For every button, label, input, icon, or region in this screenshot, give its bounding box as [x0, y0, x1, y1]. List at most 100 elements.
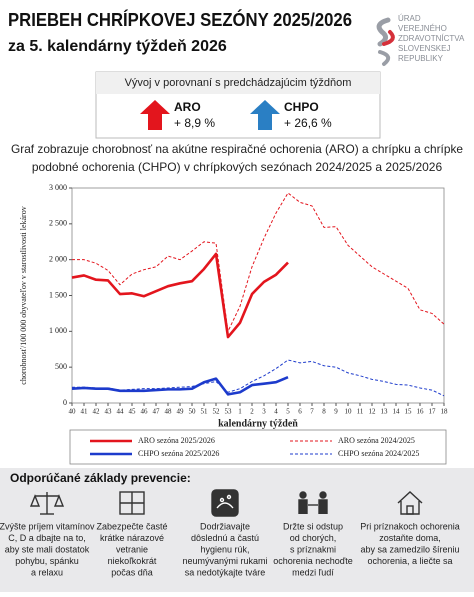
legend-box [69, 429, 447, 465]
legend-label: CHPO sezóna 2025/2026 [138, 449, 219, 458]
x-tick-label: 9 [334, 408, 338, 416]
prevention-line: s príznakmi [290, 544, 336, 554]
x-tick-label: 17 [429, 408, 437, 416]
prevention-line: Zvýšte príjem vitamínov [0, 521, 95, 531]
prevention-line: C, D a dbajte na to, [8, 533, 86, 543]
x-tick-label: 53 [225, 408, 233, 416]
icons [29, 489, 423, 517]
prevention-line: vetranie [116, 544, 148, 554]
x-tick-label: 45 [129, 408, 137, 416]
x-tick-label: 12 [369, 408, 377, 416]
prevention-line: krátke nárazové [100, 533, 164, 543]
x-tick-label: 46 [141, 408, 149, 416]
x-tick-label: 14 [393, 408, 401, 416]
prevention-panel [0, 468, 474, 592]
x-axis-label: kalendárny týždeň [218, 418, 298, 429]
prevention-line: pohybu, spánku [15, 556, 79, 566]
x-tick-label: 10 [345, 408, 353, 416]
series-line [72, 359, 445, 397]
prevention-line: niekoľkokrát [108, 556, 157, 566]
x-tick-label: 5 [286, 408, 290, 416]
logo-line: ZDRAVOTNÍCTVA [398, 34, 465, 43]
icon-house [397, 491, 423, 515]
prevention-line: ochorenia, a liečte sa [367, 556, 452, 566]
x-tick-label: 44 [117, 408, 125, 416]
aro-label: ARO [174, 100, 201, 114]
x-tick-label: 51 [201, 408, 209, 416]
x-tick-label: 49 [177, 408, 185, 416]
x-tick-label: 48 [165, 408, 173, 416]
logo-line: REPUBLIKY [398, 54, 444, 63]
y-axis-label: chorobnosť/100 000 obyvateľov v starostl… [19, 206, 28, 384]
x-tick-label: 47 [153, 408, 161, 416]
prevention-line: dôslednú a častú [191, 533, 259, 543]
x-tick-label: 16 [417, 408, 425, 416]
prevention-title: Odporúčané základy prevencie: [10, 471, 191, 485]
prevention-line: sa nedotýkajte tváre [185, 567, 266, 577]
logo-line: ÚRAD [398, 14, 421, 23]
prevention-line: aby ste mali dostatok [5, 544, 90, 554]
up-arrow-red [140, 100, 170, 130]
x-tick-label: 52 [213, 408, 221, 416]
logo-line: SLOVENSKEJ [398, 44, 450, 53]
legend-label: ARO sezóna 2024/2025 [338, 436, 415, 445]
prevention-line: Držte si odstup [283, 521, 343, 531]
comparison-header [96, 72, 380, 94]
series-line [71, 252, 289, 339]
prevention-texts: Zvýšte príjem vitamínov C, D a dbajte na … [0, 521, 460, 577]
prevention-line: medzi ľudí [292, 567, 334, 577]
chpo-label: CHPO [284, 100, 319, 114]
legend-label: ARO sezóna 2025/2026 [138, 436, 215, 445]
x-tick-label: 8 [322, 408, 326, 416]
prevention-line: a relaxu [31, 567, 63, 577]
x-tick-label: 15 [405, 408, 413, 416]
aro-change: + 8,9 % [174, 116, 215, 130]
plot-area [71, 187, 445, 404]
x-tick-label: 42 [93, 408, 101, 416]
x-tick-label: 4 [274, 408, 278, 416]
x-tick-label: 7 [310, 408, 314, 416]
x-tick-label: 13 [381, 408, 389, 416]
x-tick-label: 18 [441, 408, 449, 416]
x-tick-label: 1 [238, 408, 242, 416]
prevention-line: Pri príznakoch ochorenia [360, 521, 460, 531]
series-line [71, 376, 289, 396]
description-line: Graf zobrazuje chorobnosť na akútne resp… [11, 142, 463, 156]
prevention-line: Dodržiavajte [200, 521, 250, 531]
series-line [72, 192, 445, 332]
prevention-line: aby sa zamedzilo šíreniu [360, 544, 459, 554]
x-tick-label: 2 [250, 408, 254, 416]
prevention-line: od chorých, [290, 533, 337, 543]
legend-label: CHPO sezóna 2024/2025 [338, 449, 419, 458]
prevention-line: ochorenia nechoďte [273, 556, 353, 566]
logo [376, 17, 395, 66]
prevention-line: počas dňa [111, 567, 153, 577]
icon-hands [211, 489, 239, 517]
x-tick-label: 43 [105, 408, 113, 416]
y-tick-label: 2 500 [49, 219, 67, 228]
logo-line: VEREJNÉHO [398, 24, 447, 33]
x-tick-label: 50 [189, 408, 197, 416]
x-tick-label: 6 [298, 408, 302, 416]
chpo-change: + 26,6 % [284, 116, 332, 130]
y-tick-label: 500 [55, 362, 67, 371]
x-tick-label: 3 [262, 408, 266, 416]
icon-scales [29, 492, 65, 515]
x-tick-label: 11 [357, 408, 364, 416]
y-tick-label: 2 000 [49, 254, 67, 263]
prevention-line: zostaňte doma, [379, 533, 441, 543]
title: PRIEBEH CHRÍPKOVEJ SEZÓNY 2025/2026 [8, 9, 352, 30]
description-line: podobné ochorenia (CHPO) v chrípkových s… [32, 160, 443, 174]
x-tick-label: 41 [81, 408, 89, 416]
comparison-heading: Vývoj v porovnaní s predchádzajúcim týžd… [125, 77, 352, 89]
y-tick-label: 0 [63, 398, 67, 407]
subtitle: za 5. kalendárny týždeň 2026 [8, 38, 227, 55]
y-tick-label: 3 000 [49, 183, 67, 192]
x-tick-label: 40 [69, 408, 77, 416]
up-arrow-blue [250, 100, 280, 130]
y-tick-label: 1 500 [49, 290, 67, 299]
prevention-line: neumývanými rukami [182, 556, 267, 566]
